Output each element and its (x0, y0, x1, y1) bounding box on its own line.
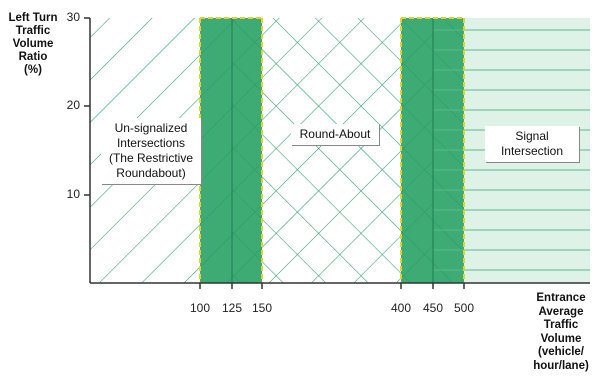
region-label-line: Intersection (500, 144, 564, 158)
y-axis-title-line: Volume (12, 38, 54, 50)
region-transition-400-500 (401, 18, 464, 283)
region-label-line: Signal (515, 129, 549, 143)
region-label-line: Roundabout) (116, 166, 186, 180)
axes (84, 17, 590, 289)
y-axis-title-line: Traffic (15, 25, 51, 37)
x-axis-title-line: hour/lane) (533, 359, 589, 372)
region-label-roundabout: Round-About (291, 124, 379, 145)
x-axis-title-line: Volume (540, 332, 582, 345)
y-tick-label-10: 10 (66, 187, 80, 201)
region-label-unsignalized: Un-signalized Intersections (The Restric… (101, 118, 201, 184)
x-tick-label-450: 450 (422, 301, 444, 315)
x-tick-label-400: 400 (390, 301, 412, 315)
region-label-line: Round-About (299, 127, 371, 141)
y-tick-label-20: 20 (66, 98, 80, 112)
boundary-dashes (199, 17, 465, 283)
x-axis-title-line: Traffic (543, 319, 579, 331)
region-transition-100-150 (200, 18, 262, 283)
y-axis-title: Left Turn Traffic Volume Ratio (%) (2, 12, 64, 77)
y-tick-label-30: 30 (66, 10, 80, 24)
x-tick-label-125: 125 (221, 301, 243, 315)
y-axis-title-line: Ratio (18, 51, 48, 63)
y-axis-title-line: (%) (24, 64, 42, 76)
x-tick-label-500: 500 (453, 301, 475, 315)
y-axis-title-line: Left Turn (8, 12, 58, 24)
x-axis-title-line: Average (538, 305, 584, 318)
x-axis-title-line: Entrance (536, 292, 586, 304)
region-label-signal: Signal Intersection (485, 126, 579, 162)
region-roundabout-area (262, 18, 401, 283)
x-axis-title: Entrance Average Traffic Volume (vehicle… (528, 292, 594, 373)
region-label-line: Intersections (116, 136, 186, 150)
x-tick-label-150: 150 (251, 301, 273, 315)
x-tick-label-100: 100 (189, 301, 211, 315)
region-label-line: Un-signalized (114, 121, 188, 135)
region-label-line: (The Restrictive (108, 151, 194, 165)
x-axis-title-line: (vehicle/ (537, 346, 585, 358)
